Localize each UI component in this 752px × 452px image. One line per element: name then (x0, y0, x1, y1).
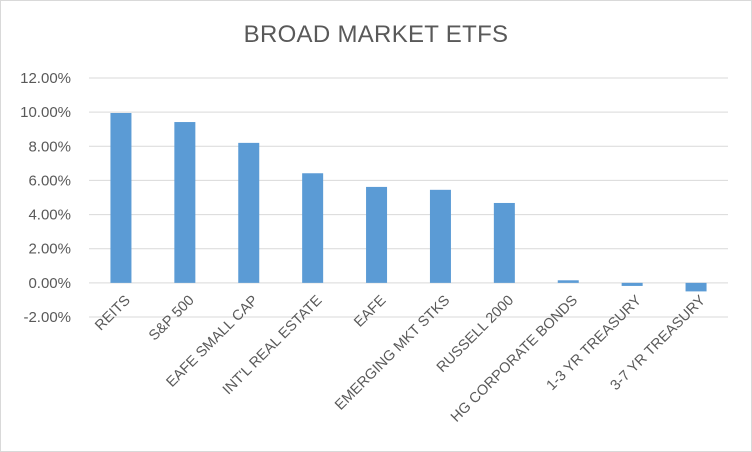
x-tick-label: S&P 500 (146, 293, 198, 345)
y-tick-label: 8.00% (28, 138, 71, 155)
bar (557, 280, 579, 283)
x-tick-label: REITS (92, 293, 134, 335)
y-tick-label: 2.00% (28, 241, 71, 258)
bar (685, 282, 707, 292)
y-tick-label: 6.00% (28, 172, 71, 189)
y-tick-label: 4.00% (28, 207, 71, 224)
bar (621, 282, 643, 286)
bar (366, 186, 388, 283)
y-tick-label: 0.00% (28, 275, 71, 292)
y-tick-label: 10.00% (20, 104, 71, 121)
bar (493, 202, 515, 283)
y-tick-label: -2.00% (23, 309, 71, 326)
x-tick-label: EMERGING MKT STKS (332, 293, 453, 414)
bar (429, 189, 451, 283)
bar (302, 173, 324, 283)
bar (110, 112, 132, 283)
x-tick-label: EAFE (351, 292, 389, 330)
x-tick-label: HG CORPORATE BONDS (448, 293, 581, 426)
y-tick-label: 12.00% (20, 70, 71, 87)
chart-title: BROAD MARKET ETFS (243, 21, 509, 48)
bar (238, 142, 260, 283)
bar (174, 122, 196, 283)
